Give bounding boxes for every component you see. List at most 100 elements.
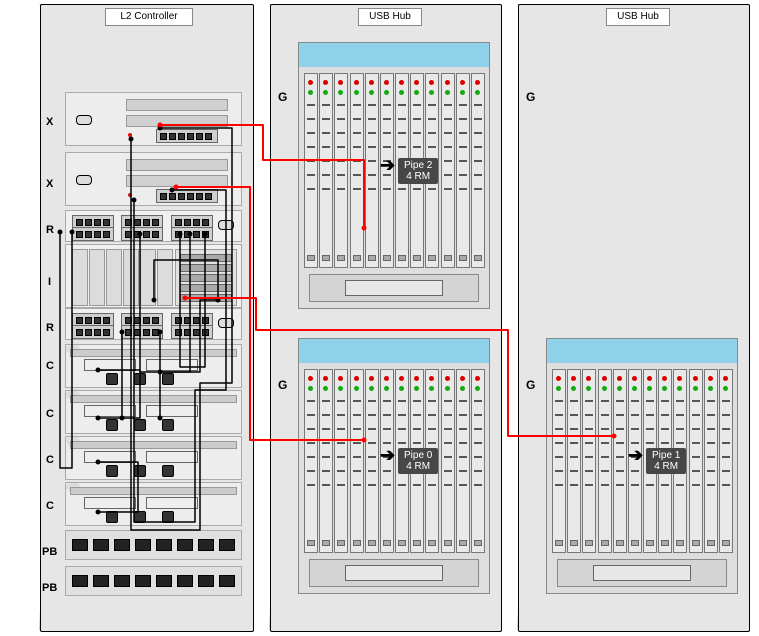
vent bbox=[428, 132, 436, 134]
drive-bay bbox=[345, 565, 443, 581]
power-outlet bbox=[219, 575, 235, 587]
vent bbox=[353, 104, 361, 106]
vent bbox=[631, 470, 639, 472]
g-bot-r bbox=[546, 338, 738, 594]
port bbox=[94, 329, 101, 336]
vent bbox=[307, 414, 315, 416]
vent bbox=[444, 146, 452, 148]
eject-tab bbox=[413, 255, 421, 261]
vent bbox=[459, 484, 467, 486]
vent bbox=[337, 160, 345, 162]
led-red bbox=[617, 376, 622, 381]
vent bbox=[616, 456, 624, 458]
io-module bbox=[65, 244, 242, 308]
vent bbox=[353, 146, 361, 148]
vent bbox=[307, 104, 315, 106]
heatsink bbox=[84, 359, 136, 371]
heatsink bbox=[84, 451, 136, 463]
led-red bbox=[308, 376, 313, 381]
vent bbox=[322, 456, 330, 458]
led-red bbox=[708, 376, 713, 381]
vent bbox=[570, 414, 578, 416]
slot-label-0: X bbox=[46, 116, 53, 128]
vent bbox=[322, 132, 330, 134]
rack1-g-label-0: G bbox=[278, 90, 287, 104]
led-red bbox=[338, 376, 343, 381]
led-red bbox=[414, 80, 419, 85]
vent bbox=[601, 470, 609, 472]
vent bbox=[307, 442, 315, 444]
eject-tab bbox=[474, 540, 482, 546]
vent bbox=[383, 428, 391, 430]
rack1-g-label-1: G bbox=[278, 378, 287, 392]
slot-label-6: C bbox=[46, 408, 54, 420]
vent bbox=[368, 146, 376, 148]
power-outlet bbox=[135, 539, 151, 551]
port-group bbox=[121, 227, 163, 241]
heatsink bbox=[146, 405, 198, 417]
led-red bbox=[429, 80, 434, 85]
x-module-1 bbox=[65, 152, 242, 206]
vent bbox=[555, 428, 563, 430]
r-module-1 bbox=[65, 308, 242, 340]
port bbox=[175, 317, 182, 324]
rack2-label: USB Hub bbox=[606, 8, 670, 26]
g-bot-l-pipe-label: Pipe 0 4 RM bbox=[398, 448, 438, 474]
r-module-0 bbox=[65, 210, 242, 242]
eject-tab bbox=[631, 540, 639, 546]
vent bbox=[459, 146, 467, 148]
vent bbox=[692, 428, 700, 430]
vent bbox=[444, 118, 452, 120]
port bbox=[184, 317, 191, 324]
port bbox=[160, 133, 167, 140]
eject-tab bbox=[307, 255, 315, 261]
io-side-panel bbox=[175, 249, 237, 306]
vent bbox=[585, 442, 593, 444]
led-green bbox=[693, 386, 698, 391]
slot-label-8: C bbox=[46, 500, 54, 512]
vent bbox=[322, 174, 330, 176]
eject-tab bbox=[353, 255, 361, 261]
serial-port bbox=[218, 318, 234, 328]
vent bbox=[555, 484, 563, 486]
io-slot-4 bbox=[140, 249, 156, 306]
vent bbox=[383, 104, 391, 106]
led-green bbox=[586, 386, 591, 391]
led-red bbox=[445, 376, 450, 381]
port bbox=[76, 317, 83, 324]
eject-tab bbox=[337, 255, 345, 261]
vent bbox=[459, 160, 467, 162]
port bbox=[94, 317, 101, 324]
eject-tab bbox=[337, 540, 345, 546]
vent bbox=[631, 484, 639, 486]
vent bbox=[383, 414, 391, 416]
top-rail bbox=[70, 349, 237, 357]
port bbox=[76, 329, 83, 336]
io-slot-5 bbox=[157, 249, 173, 306]
vent bbox=[444, 400, 452, 402]
vent bbox=[307, 132, 315, 134]
blade-2 bbox=[582, 369, 596, 553]
led-green bbox=[445, 386, 450, 391]
vent bbox=[337, 132, 345, 134]
vent bbox=[444, 428, 452, 430]
port bbox=[178, 133, 185, 140]
power-outlet bbox=[177, 539, 193, 551]
led-red bbox=[677, 376, 682, 381]
cable-port bbox=[162, 511, 174, 523]
vent bbox=[368, 484, 376, 486]
vent bbox=[368, 132, 376, 134]
power-outlet bbox=[93, 539, 109, 551]
blade-3 bbox=[598, 369, 612, 553]
vent bbox=[474, 104, 482, 106]
vent bbox=[368, 118, 376, 120]
led-green bbox=[429, 386, 434, 391]
eject-tab bbox=[368, 255, 376, 261]
g-top-pipe-arrow-icon: ➔ bbox=[380, 156, 395, 174]
port bbox=[76, 231, 83, 238]
chassis-base bbox=[309, 559, 479, 587]
vent bbox=[616, 428, 624, 430]
vent bbox=[722, 456, 730, 458]
vent bbox=[459, 174, 467, 176]
vent bbox=[368, 428, 376, 430]
